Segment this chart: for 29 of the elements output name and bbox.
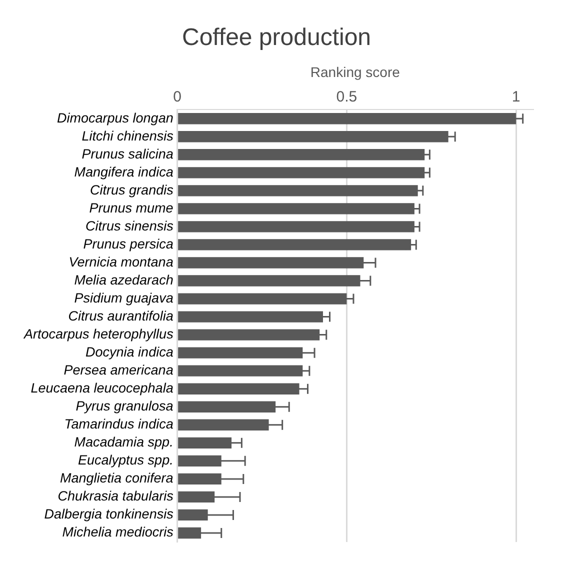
chart-title: Coffee production: [182, 24, 372, 52]
y-tick-label: Citrus grandis: [90, 182, 174, 198]
y-tick-label: Pyrus granulosa: [76, 398, 174, 414]
y-tick-label: Tamarindus indica: [64, 416, 174, 432]
y-tick-label: Melia azedarach: [74, 272, 174, 288]
y-tick-label: Michelia mediocris: [62, 524, 174, 540]
y-tick-label: Leucaena leucocephala: [30, 380, 174, 396]
x-tick-label: 1: [512, 88, 520, 106]
x-tick-label: 0: [173, 88, 182, 106]
y-tick-label: Prunus salicina: [82, 146, 174, 162]
y-tick-label: Citrus aurantifolia: [68, 308, 174, 324]
y-tick-label: Citrus sinensis: [86, 218, 174, 234]
y-tick-label: Litchi chinensis: [82, 128, 174, 144]
x-axis-title: Ranking score: [310, 64, 400, 80]
y-tick-label: Macadamia spp.: [74, 434, 174, 450]
y-tick-label: Persea americana: [64, 362, 174, 378]
y-tick-label: Docynia indica: [86, 344, 174, 360]
y-tick-label: Vernicia montana: [68, 254, 174, 270]
y-tick-label: Prunus persica: [83, 236, 174, 252]
y-tick-label: Chukrasia tabularis: [58, 488, 174, 504]
y-tick-label: Eucalyptus spp.: [78, 452, 174, 468]
y-tick-label: Prunus mume: [89, 200, 174, 216]
y-tick-label: Dimocarpus longan: [57, 110, 174, 126]
y-tick-label: Mangifera indica: [74, 164, 174, 180]
y-tick-label: Manglietia conifera: [60, 470, 174, 486]
y-tick-label: Artocarpus heterophyllus: [22, 326, 174, 342]
y-tick-label: Psidium guajava: [74, 290, 174, 306]
y-tick-label: Dalbergia tonkinensis: [44, 506, 174, 522]
x-tick-label: 0.5: [336, 88, 358, 106]
